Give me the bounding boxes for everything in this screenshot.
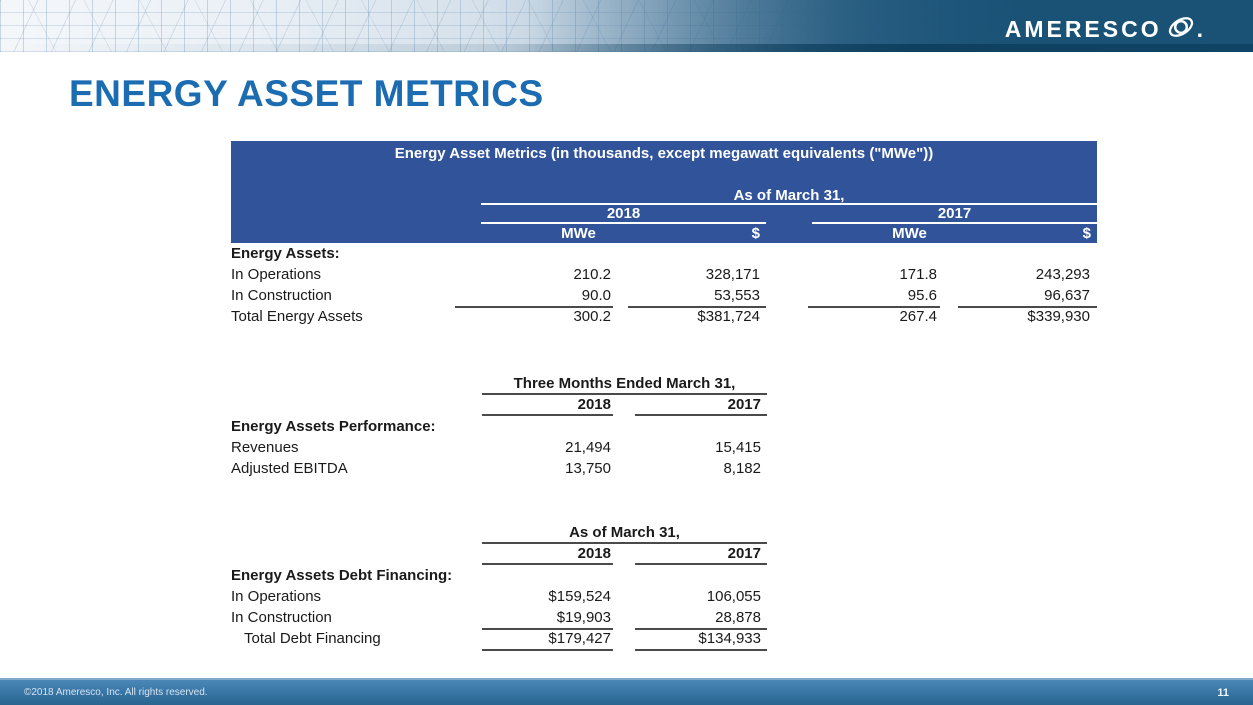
usd-2018-header: $ [751,225,760,242]
table-total-row: Total Energy Assets 300.2 $381,724 267.4… [231,306,1097,327]
period-header: Three Months Ended March 31, [482,374,767,395]
usd-2018-total: $381,724 [697,308,760,325]
table-caption: Energy Asset Metrics (in thousands, exce… [394,145,934,162]
energy-assets-table: Energy Asset Metrics (in thousands, exce… [231,141,1097,327]
table-total-row: Total Debt Financing $179,427 $134,933 [231,628,767,651]
value-2018: $19,903 [482,607,613,630]
section-label: Energy Assets: [231,245,340,262]
performance-table: Three Months Ended March 31, 2018 2017 E… [231,374,767,479]
table-row: Revenues 21,494 15,415 [231,437,767,458]
table-row: Energy Assets: [231,243,1097,264]
table-row: In Construction 90.0 53,553 95.6 96,637 [231,285,1097,308]
usd-2018-value: 328,171 [705,266,760,283]
table-row: In Operations 210.2 328,171 171.8 243,29… [231,264,1097,285]
orbit-swirl-icon [1166,12,1196,47]
usd-2017-header: $ [1082,225,1091,242]
header-banner: AMERESCO . [0,0,1253,52]
units-2018: MWe $ [481,224,766,243]
section-label: Energy Assets Debt Financing: [231,567,453,584]
mwe-2018-header: MWe [561,225,596,242]
row-label: In Operations [231,588,322,605]
row-label: Total Debt Financing [244,630,381,647]
year-columns-header: 2018 2017 [481,205,1097,224]
page-number: 11 [1217,686,1229,699]
value-2018: $159,524 [548,588,611,605]
total-2017: $134,933 [635,628,767,651]
energy-assets-table-header: Energy Asset Metrics (in thousands, exce… [231,141,1097,243]
value-2018: 21,494 [565,439,611,456]
table-row: Energy Assets Performance: [231,416,767,437]
banner-gradient-overlay [0,0,1253,52]
debt-financing-table: As of March 31, 2018 2017 Energy Assets … [231,523,767,651]
section-label: Energy Assets Performance: [231,418,436,435]
mwe-2018-value: 210.2 [573,266,611,283]
value-2017: 28,878 [635,607,767,630]
row-label: In Construction [231,609,332,626]
year-2017-header: 2017 [812,205,1097,224]
header-spacer [231,163,1097,186]
table-row: Adjusted EBITDA 13,750 8,182 [231,458,767,479]
table-row: Energy Assets Debt Financing: [231,565,767,586]
copyright-text: ©2018 Ameresco, Inc. All rights reserved… [24,687,208,698]
column-gap [766,205,812,224]
total-2018: $179,427 [482,628,613,651]
banner-bottom-strip [0,44,1253,52]
ameresco-logo: AMERESCO . [1005,11,1203,47]
logo-period: . [1196,16,1203,42]
energy-assets-table-body: Energy Assets: In Operations 210.2 328,1… [231,243,1097,327]
mwe-2017-value: 171.8 [899,266,937,283]
table-row: In Construction $19,903 28,878 [231,607,767,630]
page-title: ENERGY ASSET METRICS [69,73,544,114]
value-2018: 13,750 [565,460,611,477]
year-2018-header: 2018 [481,205,766,224]
usd-2017-total: $339,930 [1027,308,1090,325]
mwe-2017-value: 95.6 [808,285,940,308]
mwe-2017-header: MWe [892,225,927,242]
row-label: In Construction [231,287,332,304]
year-columns-header: 2018 2017 [482,544,767,565]
usd-2017-value: 243,293 [1035,266,1090,283]
column-gap [613,395,635,416]
value-2017: 8,182 [723,460,761,477]
row-label: Revenues [231,439,299,456]
column-gap [766,224,812,243]
year-2017-header: 2017 [635,544,767,565]
row-label: Total Energy Assets [231,308,363,325]
row-label: In Operations [231,266,322,283]
unit-columns-header: MWe $ MWe $ [481,224,1097,243]
year-2018-header: 2018 [482,544,613,565]
footer-bar: ©2018 Ameresco, Inc. All rights reserved… [0,678,1253,705]
value-2017: 15,415 [715,439,761,456]
mwe-2018-total: 300.2 [573,308,611,325]
year-2018-header: 2018 [482,395,613,416]
mwe-2017-total: 267.4 [899,308,937,325]
logo-wordmark: AMERESCO [1004,16,1162,42]
usd-2017-value: 96,637 [958,285,1097,308]
column-gap [613,544,635,565]
mwe-2018-value: 90.0 [455,285,613,308]
period-header: As of March 31, [482,523,767,544]
row-label: Adjusted EBITDA [231,460,348,477]
year-columns-header: 2018 2017 [482,395,767,416]
value-2017: 106,055 [706,588,761,605]
units-2017: MWe $ [812,224,1097,243]
year-2017-header: 2017 [635,395,767,416]
usd-2018-value: 53,553 [628,285,766,308]
as-of-date-header: As of March 31, [481,186,1097,205]
table-row: In Operations $159,524 106,055 [231,586,767,607]
